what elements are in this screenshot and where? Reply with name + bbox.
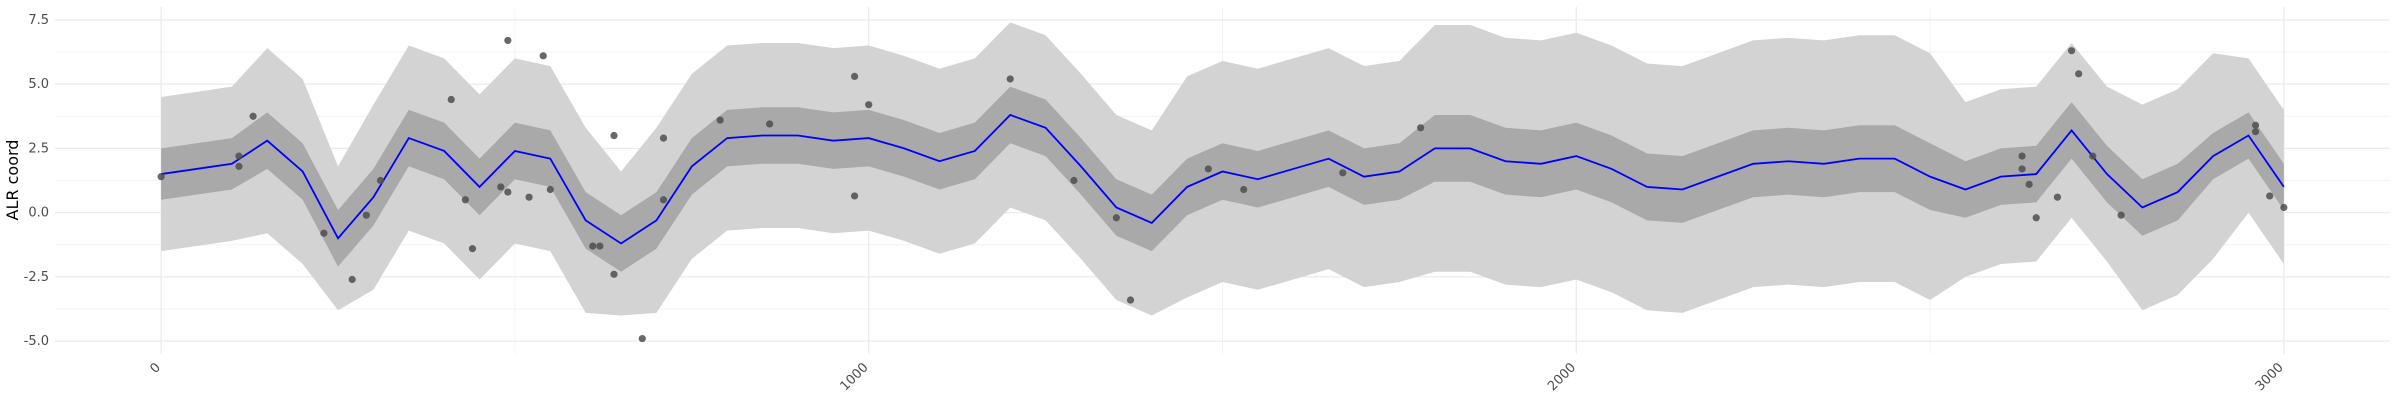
data-point	[850, 192, 859, 200]
data-point	[539, 52, 547, 60]
data-point	[157, 173, 165, 181]
y-tick-label: 5.0	[28, 77, 49, 92]
data-point	[659, 134, 668, 142]
data-point	[1204, 165, 1212, 173]
data-point	[2025, 180, 2033, 188]
data-point	[1126, 296, 1135, 304]
data-point	[249, 112, 257, 120]
data-point	[504, 36, 512, 45]
data-point	[2075, 70, 2083, 78]
y-axis-label: ALR coord	[3, 140, 22, 221]
data-point	[1070, 176, 1078, 185]
data-point	[362, 211, 370, 219]
data-point	[376, 176, 385, 185]
inner-band	[161, 86, 2284, 272]
data-point	[1112, 214, 1120, 222]
x-tick-label: 3000	[2253, 360, 2287, 394]
data-point	[2089, 152, 2097, 160]
data-point	[2251, 121, 2260, 129]
data-point	[610, 270, 618, 278]
x-tick-label: 0	[148, 360, 164, 376]
data-point	[497, 183, 505, 191]
data-point	[589, 242, 597, 250]
data-point	[1240, 185, 1248, 194]
x-tick-label: 2000	[1545, 360, 1579, 394]
data-point	[638, 334, 646, 343]
data-point	[850, 72, 859, 80]
data-point	[766, 120, 774, 128]
data-point	[2032, 214, 2040, 222]
y-tick-label: -2.5	[24, 270, 49, 285]
data-point	[2251, 128, 2260, 136]
data-point	[610, 131, 618, 140]
y-tick-label: 7.5	[28, 13, 49, 28]
data-point	[2266, 192, 2274, 200]
data-point	[235, 162, 243, 170]
data-point	[546, 185, 554, 194]
y-tick-label: -5.0	[24, 334, 49, 349]
data-point	[596, 242, 604, 250]
y-tick-label: 2.5	[28, 141, 49, 156]
mean-line	[161, 113, 2285, 245]
data-point	[1339, 169, 1347, 177]
x-tick-label: 1000	[838, 360, 872, 394]
data-point	[461, 196, 469, 204]
data-point	[2117, 211, 2125, 219]
data-point	[2018, 165, 2026, 173]
data-point	[2280, 203, 2288, 212]
data-point	[447, 95, 455, 104]
data-point	[504, 188, 512, 196]
data-point	[320, 229, 328, 237]
data-point	[525, 193, 533, 201]
data-point	[716, 116, 724, 124]
data-point	[1006, 75, 1014, 83]
data-point	[1417, 124, 1425, 132]
y-tick-label: 0.0	[28, 206, 49, 221]
data-point	[2053, 193, 2062, 201]
data-point	[2067, 47, 2076, 55]
data-point	[659, 196, 668, 204]
data-point	[468, 245, 477, 253]
data-point	[235, 152, 243, 160]
data-point	[865, 101, 873, 109]
data-point	[348, 275, 356, 284]
data-point	[2018, 152, 2026, 160]
